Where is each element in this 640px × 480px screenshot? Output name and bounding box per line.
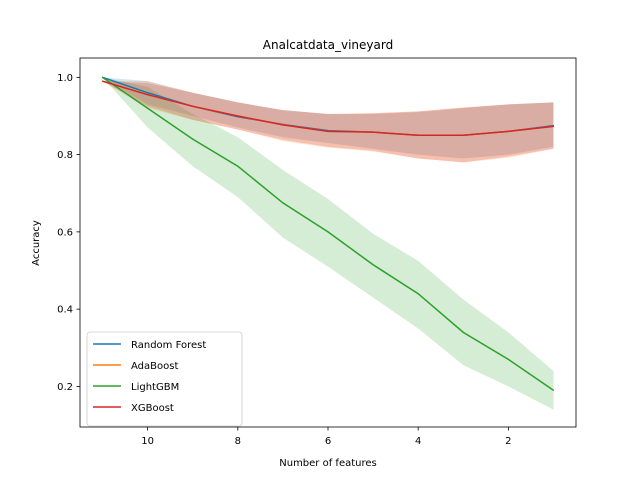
xgboost-point xyxy=(147,94,149,96)
legend-label-lightgbm: LightGBM xyxy=(131,382,179,393)
x-tick-label: 10 xyxy=(141,436,154,447)
xgboost-point xyxy=(327,130,329,133)
x-tick-label: 4 xyxy=(415,436,421,447)
series-lines xyxy=(101,76,555,391)
y-tick-label: 1.0 xyxy=(57,73,73,84)
x-tick-label: 6 xyxy=(325,436,331,447)
xgboost-point xyxy=(372,131,374,133)
chart-title: Analcatdata_vineyard xyxy=(263,38,393,52)
lightgbm-point xyxy=(101,76,104,78)
lightgbm-point xyxy=(327,231,329,233)
lightgbm-point xyxy=(147,107,149,109)
y-tick-label: 0.6 xyxy=(57,227,73,238)
lightgbm-point xyxy=(372,264,374,266)
lightgbm-point xyxy=(462,331,464,333)
y-tick-label: 0.4 xyxy=(57,305,73,316)
xgboost-point xyxy=(417,134,419,136)
y-tick-label: 0.8 xyxy=(57,150,73,161)
adaboost-band xyxy=(102,81,554,163)
xgboost-point xyxy=(282,124,284,126)
lightgbm-point xyxy=(507,358,509,360)
y-axis-label: Accuracy xyxy=(31,220,42,266)
x-tick-label: 2 xyxy=(505,436,511,447)
xgboost-point xyxy=(192,105,194,107)
xgboost-band xyxy=(102,81,554,163)
lightgbm-band xyxy=(102,77,554,410)
xgboost-point xyxy=(101,80,104,82)
confidence-bands xyxy=(102,77,554,410)
legend-label-adaboost: AdaBoost xyxy=(131,361,178,372)
x-tick-label: 8 xyxy=(235,436,241,447)
legend-label-random-forest: Random Forest xyxy=(131,340,206,351)
x-axis: 10 8 6 4 2 xyxy=(141,427,512,447)
lightgbm-point xyxy=(552,389,555,391)
xgboost-point xyxy=(552,125,555,127)
lightgbm-point xyxy=(417,293,419,295)
xgboost-point xyxy=(237,115,239,117)
y-axis: 0.2 0.4 0.6 0.8 1.0 xyxy=(57,73,80,393)
y-tick-label: 0.2 xyxy=(57,382,73,393)
xgboost-point xyxy=(507,130,509,133)
xgboost-point xyxy=(462,134,464,136)
legend-label-xgboost: XGBoost xyxy=(131,403,174,414)
lightgbm-point xyxy=(192,138,194,140)
legend: Random Forest AdaBoost LightGBM XGBoost xyxy=(86,331,243,427)
x-axis-label: Number of features xyxy=(279,458,376,469)
lightgbm-point xyxy=(282,202,284,204)
legend-box xyxy=(86,331,243,427)
random-forest-band xyxy=(102,77,554,159)
random-forest-point xyxy=(147,92,149,94)
lightgbm-point xyxy=(237,165,239,167)
